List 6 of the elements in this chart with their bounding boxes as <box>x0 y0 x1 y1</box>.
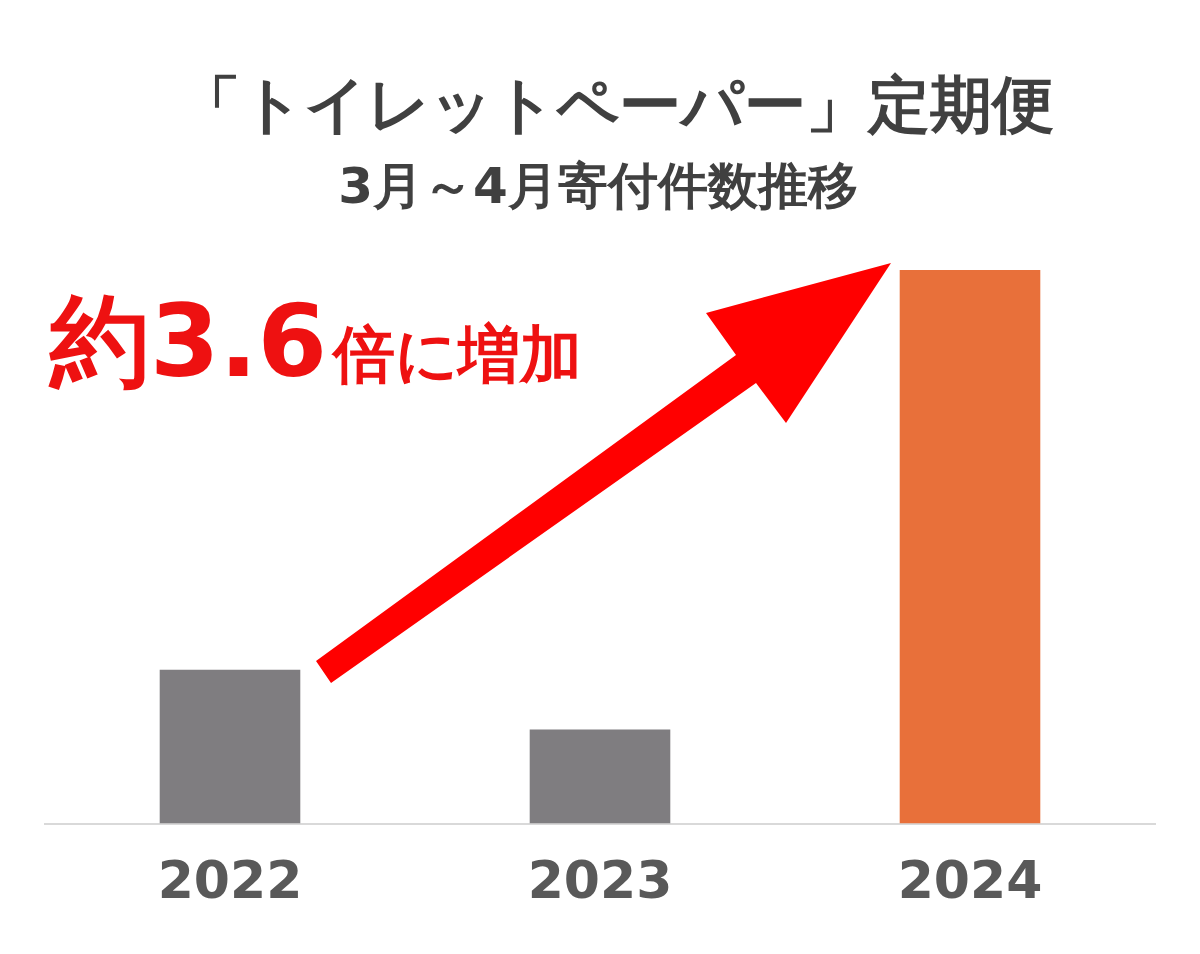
x-tick-label: 2023 <box>527 850 673 911</box>
x-tick-label: 2022 <box>157 850 303 911</box>
annotation: 約3.6倍に増加 <box>48 283 583 400</box>
chart-subtitle: 3月～4月寄付件数推移 <box>338 156 858 215</box>
chart-title: 「トイレットペーパー」定期便 <box>178 68 1054 142</box>
x-tick-label: 2024 <box>897 850 1043 911</box>
